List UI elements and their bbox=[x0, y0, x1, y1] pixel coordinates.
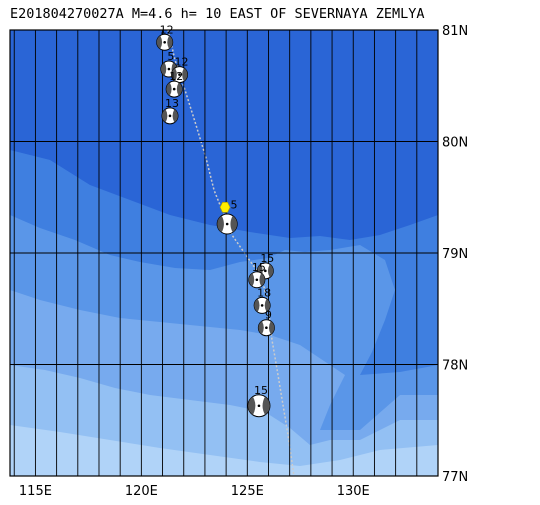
focal-mechanism: 15 bbox=[248, 261, 266, 289]
focal-mechanism: 18 bbox=[253, 286, 271, 314]
beachball-quadrant-right bbox=[176, 82, 183, 96]
lon-label: 125E bbox=[231, 484, 264, 499]
lat-label: 79N bbox=[442, 247, 468, 262]
beachball-quadrant-right bbox=[172, 109, 178, 123]
epicenter-dot bbox=[172, 87, 176, 91]
epicenter-dot bbox=[260, 304, 264, 307]
depth-label: 15 bbox=[254, 384, 268, 397]
lat-label: 77N bbox=[442, 470, 468, 485]
beachball-quadrant-right bbox=[262, 396, 270, 415]
focal-mechanism: 15 bbox=[247, 384, 271, 418]
beachball-quadrant-right bbox=[259, 273, 265, 287]
graticule bbox=[10, 30, 438, 476]
beachball-quadrant-left bbox=[248, 396, 256, 415]
event-marker-group: 5 bbox=[219, 198, 238, 213]
depth-label: 5 bbox=[167, 50, 174, 63]
beachball-quadrant-left bbox=[254, 298, 260, 313]
map-title: E201804270027A M=4.6 h= 10 EAST OF SEVER… bbox=[10, 6, 425, 22]
depth-label: 15 bbox=[252, 261, 266, 274]
epicenter-dot bbox=[265, 326, 268, 330]
epicenter-dot bbox=[264, 269, 267, 273]
beachball-quadrant-left bbox=[160, 62, 167, 76]
depth-label: 9 bbox=[265, 309, 272, 322]
beachball-quadrant-right bbox=[267, 264, 274, 278]
map-frame bbox=[9, 29, 439, 477]
epicenter-dot bbox=[178, 73, 181, 76]
focal-mechanism: 13 bbox=[161, 97, 179, 125]
epicenter-dot bbox=[255, 278, 259, 282]
depth-label: 13 bbox=[165, 97, 179, 110]
lon-label: 120E bbox=[125, 484, 158, 499]
beachball-quadrant-left bbox=[171, 67, 177, 82]
lat-label: 78N bbox=[442, 359, 468, 374]
focal-mechanism: 12 bbox=[165, 70, 183, 98]
beachball-quadrant-left bbox=[162, 109, 168, 123]
beachball-quadrant-left bbox=[217, 215, 224, 233]
beachball-quadrant-right bbox=[230, 215, 238, 233]
axis-labels: 81N 80N 79N 78N 77N 115E 120E 125E 130E bbox=[19, 24, 468, 499]
beachball-quadrant-left bbox=[248, 273, 255, 287]
focal-mechanism bbox=[216, 213, 238, 235]
focal-mechanism: 12 bbox=[156, 23, 174, 51]
depth-label: 12 bbox=[175, 56, 189, 69]
beachball-quadrant-right bbox=[182, 67, 188, 82]
beachball-quadrant-right bbox=[167, 35, 173, 49]
beachball-quadrant-left bbox=[156, 35, 163, 49]
lat-label: 81N bbox=[442, 24, 468, 39]
beachball-quadrant-left bbox=[166, 82, 172, 96]
coastal-zone bbox=[10, 425, 438, 476]
event-marker bbox=[219, 201, 231, 213]
epicenter-dot bbox=[257, 404, 261, 408]
epicenter-dot bbox=[168, 114, 172, 118]
depth-label: 12 bbox=[160, 23, 174, 36]
epicenter-dot bbox=[225, 222, 229, 226]
lat-label: 80N bbox=[442, 136, 468, 151]
ridge-trace bbox=[167, 30, 295, 476]
depth-label: 12 bbox=[169, 70, 183, 83]
lon-label: 130E bbox=[337, 484, 370, 499]
beachball-quadrant-right bbox=[268, 321, 275, 335]
epicenter-dot bbox=[167, 67, 171, 71]
lon-label: 115E bbox=[19, 484, 52, 499]
depth-label: 18 bbox=[257, 286, 271, 299]
beachball-quadrant-left bbox=[258, 321, 264, 335]
depth-label: 15 bbox=[260, 252, 274, 265]
event-label: 5 bbox=[231, 198, 238, 211]
epicenter-dot bbox=[163, 40, 166, 44]
focal-mechanism: 9 bbox=[257, 309, 275, 337]
beachball-quadrant-right bbox=[264, 298, 271, 313]
